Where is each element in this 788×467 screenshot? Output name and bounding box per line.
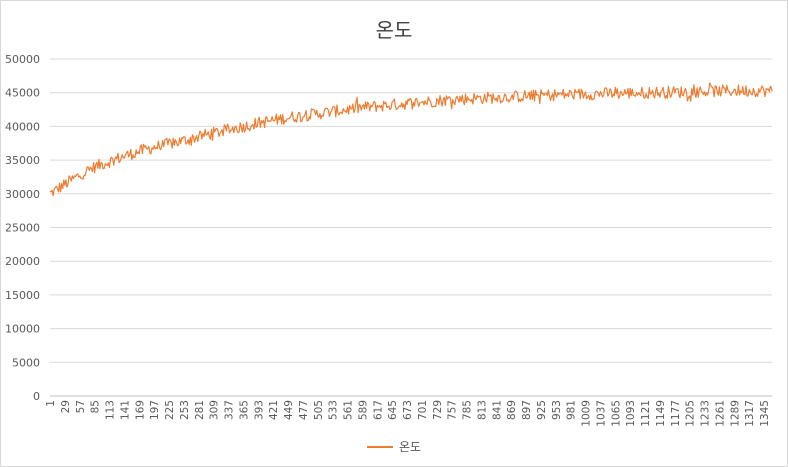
x-tick-label: 897 bbox=[521, 400, 533, 420]
x-tick-label: 617 bbox=[372, 400, 384, 420]
x-tick-label: 1037 bbox=[595, 400, 607, 427]
x-tick-label: 1317 bbox=[744, 400, 756, 427]
x-tick-label: 505 bbox=[313, 400, 325, 420]
x-tick-label: 953 bbox=[551, 400, 563, 420]
x-tick-label: 673 bbox=[402, 400, 414, 420]
chart-title: 온도 bbox=[375, 18, 413, 42]
y-tick-label: 10000 bbox=[5, 323, 40, 336]
x-tick-label: 141 bbox=[119, 400, 131, 420]
x-tick-label: 225 bbox=[164, 400, 176, 420]
x-tick-label: 925 bbox=[536, 400, 548, 420]
x-tick-label: 1093 bbox=[625, 400, 637, 427]
y-tick-label: 5000 bbox=[12, 356, 40, 369]
x-tick-label: 841 bbox=[491, 400, 503, 420]
x-tick-label: 1177 bbox=[670, 400, 682, 427]
x-tick-label: 393 bbox=[253, 400, 265, 420]
x-tick-label: 253 bbox=[179, 400, 191, 420]
x-tick-label: 57 bbox=[75, 400, 87, 413]
y-tick-label: 35000 bbox=[5, 154, 40, 167]
x-tick-label: 785 bbox=[462, 400, 474, 420]
y-tick-label: 25000 bbox=[5, 222, 40, 235]
y-tick-label: 0 bbox=[33, 390, 40, 403]
x-tick-label: 85 bbox=[90, 400, 102, 413]
legend-swatch bbox=[366, 445, 393, 448]
x-tick-label: 365 bbox=[238, 400, 250, 420]
x-tick-label: 477 bbox=[298, 400, 310, 420]
series-line bbox=[49, 82, 773, 197]
x-tick-label: 1149 bbox=[655, 400, 667, 427]
x-tick-label: 309 bbox=[209, 400, 221, 420]
x-tick-label: 813 bbox=[476, 400, 488, 420]
x-tick-label: 981 bbox=[566, 400, 578, 420]
x-tick-label: 1289 bbox=[729, 400, 741, 427]
x-tick-label: 757 bbox=[447, 400, 459, 420]
x-tick-label: 1233 bbox=[700, 400, 712, 427]
x-tick-label: 1261 bbox=[714, 400, 726, 427]
legend-label: 온도 bbox=[398, 440, 422, 454]
x-tick-label: 169 bbox=[134, 400, 146, 420]
x-tick-label: 645 bbox=[387, 400, 399, 420]
x-tick-label: 449 bbox=[283, 400, 295, 420]
x-tick-label: 729 bbox=[432, 400, 444, 420]
x-tick-label: 701 bbox=[417, 400, 429, 420]
x-tick-label: 589 bbox=[357, 400, 369, 420]
x-tick-label: 1345 bbox=[759, 400, 771, 427]
y-tick-label: 50000 bbox=[5, 53, 40, 66]
x-tick-label: 113 bbox=[105, 400, 117, 420]
x-tick-label: 1205 bbox=[685, 400, 697, 427]
x-tick-label: 533 bbox=[328, 400, 340, 420]
x-tick-label: 29 bbox=[60, 400, 72, 413]
y-tick-label: 20000 bbox=[5, 255, 40, 268]
x-tick-label: 869 bbox=[506, 400, 518, 420]
legend: 온도 bbox=[0, 438, 788, 455]
y-tick-label: 30000 bbox=[5, 188, 40, 201]
x-tick-label: 421 bbox=[268, 400, 280, 420]
x-tick-label: 1009 bbox=[581, 400, 593, 427]
y-tick-label: 15000 bbox=[5, 289, 40, 302]
x-tick-label: 561 bbox=[343, 400, 355, 420]
x-tick-label: 337 bbox=[224, 400, 236, 420]
y-tick-label: 40000 bbox=[5, 120, 40, 133]
y-tick-label: 45000 bbox=[5, 87, 40, 100]
x-tick-label: 197 bbox=[149, 400, 161, 420]
x-tick-label: 281 bbox=[194, 400, 206, 420]
x-tick-label: 1065 bbox=[610, 400, 622, 427]
x-tick-label: 1 bbox=[45, 400, 57, 407]
x-tick-label: 1121 bbox=[640, 400, 652, 427]
